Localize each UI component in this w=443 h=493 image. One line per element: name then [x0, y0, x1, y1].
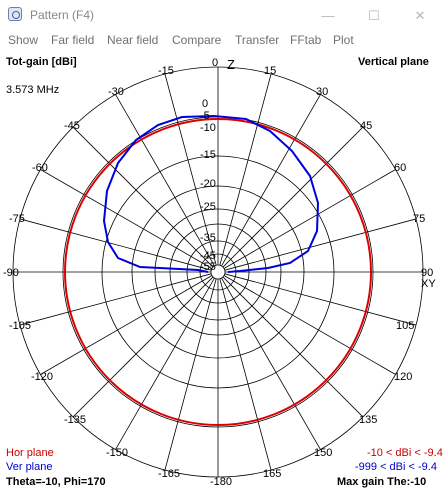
- menu-compare[interactable]: Compare: [172, 33, 222, 47]
- angle-label: -105: [9, 320, 32, 332]
- grid-spoke: [72, 276, 214, 418]
- angle-label: 30: [316, 86, 329, 98]
- angle-label: -135: [64, 414, 87, 426]
- angle-label: 60: [394, 162, 407, 174]
- ring-label: -15: [200, 149, 216, 161]
- polar-grid: [12, 66, 424, 478]
- hor-plane-trace: [63, 118, 373, 426]
- angle-label: 15: [264, 65, 277, 77]
- angle-label: -165: [158, 468, 181, 480]
- grid-spoke: [221, 94, 321, 267]
- grid-spoke: [164, 278, 217, 471]
- cursor-readout: Theta=-10, Phi=170: [6, 476, 106, 488]
- angle-label: 150: [314, 447, 333, 459]
- grid-spoke: [40, 275, 213, 375]
- ring-label: -45: [200, 250, 216, 262]
- angle-label: -90: [3, 267, 19, 279]
- frequency-label: 3.573 MHz: [6, 84, 60, 96]
- angle-label: -60: [32, 162, 48, 174]
- grid-spoke: [224, 218, 417, 271]
- angle-label: 135: [359, 414, 378, 426]
- grid-spoke: [222, 276, 364, 418]
- angle-label: 120: [394, 371, 413, 383]
- legend-hor-range: -10 < dBi < -9.4: [367, 447, 443, 459]
- angle-label: -15: [158, 65, 174, 77]
- angle-label: 0: [212, 57, 219, 69]
- grid-spoke: [224, 273, 417, 326]
- angle-label: 75: [413, 213, 426, 225]
- grid-spoke: [219, 73, 272, 266]
- menu-near-field[interactable]: Near field: [107, 33, 159, 47]
- window-title: Pattern (F4): [30, 8, 95, 22]
- ring-label: -10: [200, 122, 216, 134]
- grid-spoke: [221, 277, 321, 450]
- maximize-button[interactable]: ☐: [368, 8, 380, 23]
- angle-label: 105: [396, 320, 415, 332]
- legend-ver-plane: Ver plane: [6, 461, 53, 473]
- polar-plot: [12, 66, 424, 478]
- angle-label: -45: [64, 120, 80, 132]
- angle-label: -180: [210, 476, 233, 488]
- angle-label: -120: [31, 371, 54, 383]
- grid-spoke: [40, 169, 213, 269]
- grid-spoke: [72, 126, 214, 268]
- ver-plane-trace: [102, 114, 320, 273]
- ring-label: 0: [202, 98, 209, 110]
- angle-label: -150: [106, 447, 129, 459]
- menu-bar: Show Far field Near field Compare Transf…: [0, 31, 443, 51]
- grid-spoke: [164, 73, 217, 266]
- menu-fftab[interactable]: FFtab: [290, 33, 322, 47]
- angle-label: 165: [263, 468, 282, 480]
- grid-spoke: [222, 126, 364, 268]
- legend-ver-range: -999 < dBi < -9.4: [355, 461, 437, 473]
- grid-spoke: [219, 278, 272, 471]
- grid-spoke: [223, 169, 396, 269]
- menu-plot[interactable]: Plot: [333, 33, 354, 47]
- close-button[interactable]: ✕: [414, 8, 426, 23]
- z-axis-label: Z: [227, 57, 235, 72]
- ring-label: -55: [200, 261, 216, 273]
- minimize-button[interactable]: —: [321, 8, 335, 23]
- app-icon: [8, 7, 22, 21]
- xy-axis-label: XY: [421, 278, 436, 290]
- legend-hor-plane: Hor plane: [6, 447, 54, 459]
- ring-label: -20: [200, 178, 216, 190]
- angle-label: -75: [9, 213, 25, 225]
- menu-far-field[interactable]: Far field: [51, 33, 95, 47]
- ring-label: -5: [200, 110, 210, 122]
- grid-spoke: [19, 218, 212, 271]
- ring-label: -35: [200, 232, 216, 244]
- plane-header: Vertical plane: [358, 56, 429, 68]
- grid-spoke: [115, 277, 215, 450]
- angle-label: 90: [421, 267, 434, 279]
- angle-label: -30: [108, 86, 124, 98]
- gain-header: Tot-gain [dBi]: [6, 56, 77, 68]
- angle-label: 45: [360, 120, 373, 132]
- polar-plot-area: Tot-gain [dBi] Vertical plane 3.573 MHz …: [0, 51, 443, 493]
- menu-transfer[interactable]: Transfer: [235, 33, 280, 47]
- grid-spoke: [223, 275, 396, 375]
- title-bar: Pattern (F4) — ☐ ✕: [0, 0, 443, 31]
- ring-label: -25: [200, 201, 216, 213]
- menu-show[interactable]: Show: [8, 33, 39, 47]
- max-gain-readout: Max gain The:-10: [337, 476, 427, 488]
- grid-spoke: [19, 273, 212, 326]
- grid-spoke: [115, 94, 215, 267]
